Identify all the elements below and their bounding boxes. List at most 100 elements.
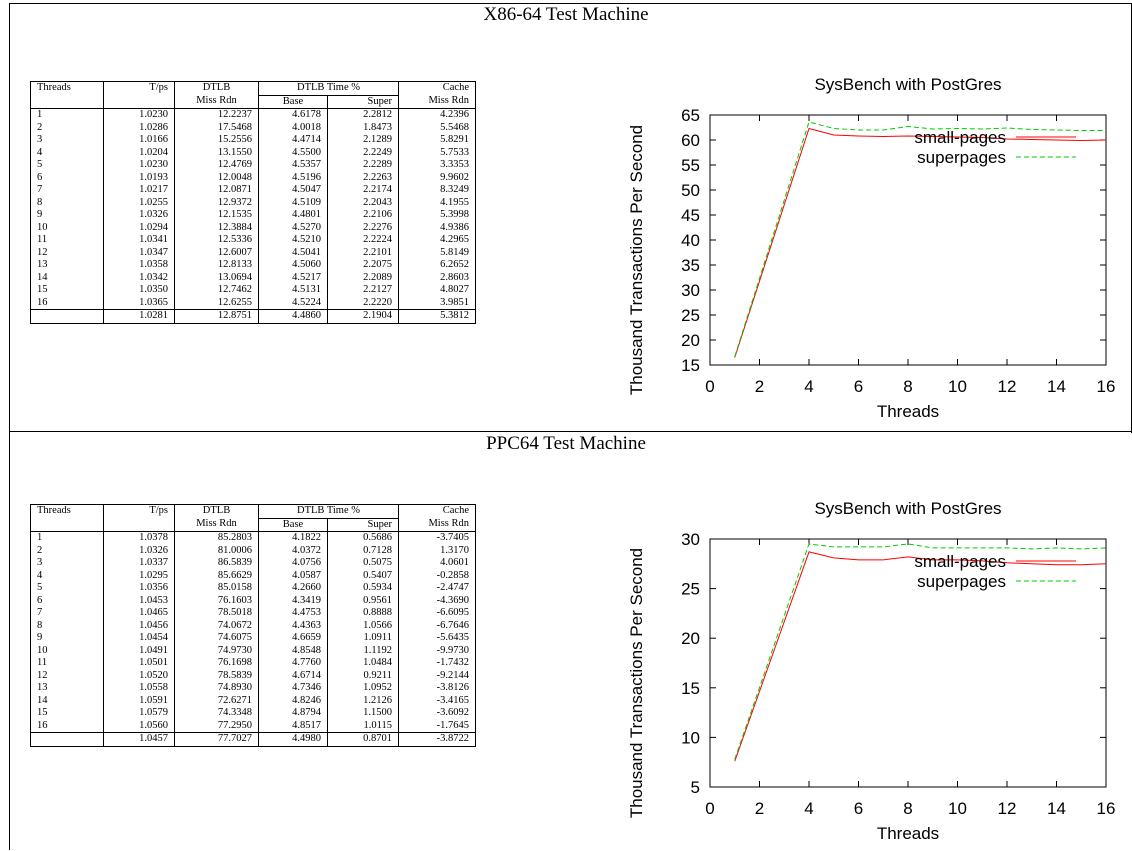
table-cell: 85.2803 [174, 531, 259, 545]
y-tick-label: 60 [681, 131, 700, 150]
table-cell: 4.5500 [258, 146, 328, 159]
x-tick-label: 4 [804, 799, 813, 818]
y-tick-label: 65 [681, 106, 700, 125]
table-cell: 2.2224 [327, 234, 399, 247]
table-cell: 0.5686 [327, 531, 399, 545]
table-cell: -4.3690 [398, 594, 476, 607]
chart-title: SysBench with PostGres [814, 75, 1001, 94]
table-cell: 3.9851 [398, 296, 476, 310]
section-title-ppc: PPC64 Test Machine [486, 433, 646, 454]
summary-cell: 0.8701 [327, 732, 399, 746]
table-cell: 14 [37, 694, 48, 706]
table-cell: 72.6271 [174, 694, 259, 707]
subheader-blank [30, 95, 104, 109]
plot-frame [709, 114, 1107, 366]
table-cell: 3 [37, 557, 43, 568]
table-cell: 14 [37, 271, 48, 283]
x-tick-label: 8 [903, 377, 912, 396]
y-tick-label: 25 [681, 580, 700, 599]
table-cell: 2.2812 [327, 108, 399, 122]
table-cell: 2.2249 [327, 146, 399, 159]
table-cell: 1.0454 [103, 632, 175, 645]
table-cell: 4.4753 [258, 607, 328, 620]
table-cell: -3.7405 [398, 531, 476, 545]
table-cell: 4.1955 [398, 196, 476, 209]
header-tps: T/ps [103, 504, 175, 518]
y-axis-label: Thousand Transactions Per Second [627, 548, 646, 818]
table-cell: 4.5041 [258, 246, 328, 259]
table-row: 16 1.0560 77.2950 4.8517 1.0115 -1.7645 [31, 719, 476, 733]
table-cell: 4.5196 [258, 171, 328, 184]
table-cell: 1.0193 [103, 171, 175, 184]
table-cell: 1.8473 [327, 121, 399, 134]
table-cell: 1.0326 [103, 544, 175, 557]
table-cell: -9.2144 [398, 669, 476, 682]
table-cell: 1.0579 [103, 707, 175, 720]
table-cell: 1.0217 [103, 184, 175, 197]
table-cell: 1.0286 [103, 121, 175, 134]
table-cell: 12.6007 [174, 246, 259, 259]
table-cell: 4.8246 [258, 694, 328, 707]
table-row: 13 1.0358 12.8133 4.5060 2.2075 6.2652 [31, 259, 476, 272]
table-cell: 1.0911 [327, 632, 399, 645]
table-cell: 4.8548 [258, 644, 328, 657]
top-rule [10, 3, 1132, 4]
table-cell: 2.1289 [327, 134, 399, 147]
table-cell: 1.0230 [103, 159, 175, 172]
table-cell: 4.6659 [258, 632, 328, 645]
table-cell: 85.6629 [174, 569, 259, 582]
x-tick-label: 2 [755, 377, 764, 396]
table-row: 1 1.0378 85.2803 4.1822 0.5686 -3.7405 [31, 531, 476, 545]
table-cell: 1.0356 [103, 582, 175, 595]
table-cell: 0.5407 [327, 569, 399, 582]
series-line-small-pages [734, 551, 1107, 762]
table-cell: 2.2101 [327, 246, 399, 259]
table-cell: 2.2276 [327, 221, 399, 234]
table-cell: 12.0871 [174, 184, 259, 197]
table-cell: 5.3998 [398, 209, 476, 222]
table-row: 12 1.0520 78.5839 4.6714 0.9211 -9.2144 [31, 669, 476, 682]
table-row: 4 1.0204 13.1550 4.5500 2.2249 5.7533 [31, 146, 476, 159]
x-tick-label: 6 [854, 377, 863, 396]
table-cell: 4.4801 [258, 209, 328, 222]
series-line-superpages [734, 543, 1107, 760]
table-cell: 10 [37, 221, 48, 233]
table-cell: 78.5018 [174, 607, 259, 620]
summary-cell [30, 309, 104, 323]
table-cell: 2.2075 [327, 259, 399, 272]
x-tick-label: 0 [705, 799, 714, 818]
table-cell: -6.7646 [398, 619, 476, 632]
header-dtlb: DTLB [174, 504, 259, 518]
x-tick-label: 10 [948, 377, 967, 396]
table-cell: 1.0952 [327, 682, 399, 695]
header-threads: Threads [37, 82, 71, 94]
table-cell: -3.4165 [398, 694, 476, 707]
header-dtlb-time: DTLB Time % [258, 504, 399, 518]
table-summary-row: 1.0281 12.8751 4.4860 2.1904 5.3812 [30, 309, 476, 323]
table-cell: 81.0006 [174, 544, 259, 557]
table-cell: 1.0520 [103, 669, 175, 682]
table-cell: 1.0358 [103, 259, 175, 272]
table-subheader-row: Miss Rdn Base Super Miss Rdn [30, 517, 476, 532]
table-cell: 2.2289 [327, 159, 399, 172]
x86-results-table: Threads T/ps DTLB DTLB Time % Cache Miss Rdn B… [30, 81, 476, 324]
table-cell: 74.6075 [174, 632, 259, 645]
x-tick-label: 12 [998, 377, 1017, 396]
table-cell: 4.2660 [258, 582, 328, 595]
header-dtlb: DTLB [174, 81, 259, 95]
table-cell: 7 [37, 184, 43, 195]
summary-cell: -3.8722 [398, 732, 476, 746]
table-cell: 1.0115 [327, 719, 399, 733]
table-cell: 4.8794 [258, 707, 328, 720]
summary-cell: 4.4980 [258, 732, 328, 746]
table-cell: 12.4769 [174, 159, 259, 172]
table-cell: 4.5357 [258, 159, 328, 172]
table-cell: 12.9372 [174, 196, 259, 209]
table-cell: 5.5468 [398, 121, 476, 134]
table-cell: 4.0018 [258, 121, 328, 134]
table-cell: 9 [37, 209, 43, 220]
table-cell: -3.8126 [398, 682, 476, 695]
table-row: 15 1.0579 74.3348 4.8794 1.1500 -3.6092 [31, 707, 476, 720]
table-cell: 1 [37, 532, 43, 543]
summary-cell: 12.8751 [174, 309, 259, 323]
